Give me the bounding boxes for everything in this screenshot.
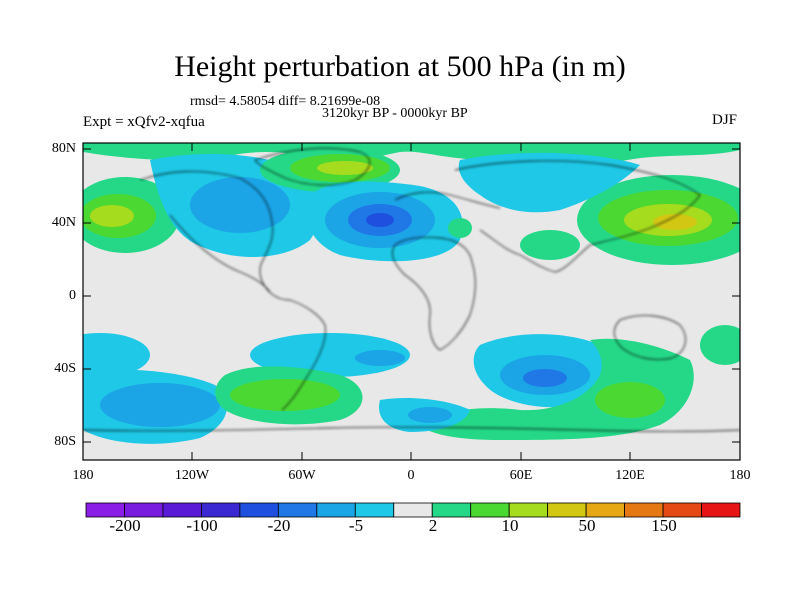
lon-label-180-right: 180: [729, 468, 751, 483]
experiment-label: Expt = xQfv2-xqfua: [83, 114, 205, 130]
colorbar-swatch: [316, 502, 356, 518]
colorbar-label: 50: [578, 516, 596, 535]
period-label: 3120kyr BP - 0000kyr BP: [322, 106, 468, 121]
colorbar-swatch: [547, 502, 587, 518]
colorbar-swatch: [662, 502, 702, 518]
colorbar-label: -100: [186, 516, 218, 535]
lat-label-80n: 80N: [51, 141, 76, 156]
colorbar-label: -5: [348, 516, 364, 535]
colorbar-label: 150: [651, 516, 677, 535]
colorbar-swatch: [201, 502, 241, 518]
lon-label-0: 0: [407, 468, 415, 483]
colorbar-swatch: [585, 502, 625, 518]
colorbar-swatch: [354, 502, 395, 518]
colorbar: [85, 502, 741, 518]
colorbar-swatch: [393, 502, 433, 518]
colorbar-label: 2: [428, 516, 438, 535]
colorbar-swatch: [85, 502, 125, 518]
stats-line: rmsd= 4.58054 diff= 8.21699e-08: [190, 94, 381, 109]
contour-field: [83, 143, 740, 460]
lon-label-60e: 60E: [509, 468, 533, 483]
plot-title: Height perturbation at 500 hPa (in m): [174, 50, 626, 83]
colorbar-label: -200: [109, 516, 141, 535]
lon-label-120e: 120E: [615, 468, 645, 483]
south-pacific-low-west: [83, 333, 150, 377]
colorbar-label: 10: [501, 516, 519, 535]
lat-label-40s: 40S: [54, 361, 76, 376]
colorbar-swatch: [508, 502, 549, 518]
colorbar-swatch: [624, 502, 664, 518]
lon-label-60w: 60W: [288, 468, 316, 483]
colorbar-swatch: [124, 502, 164, 518]
lat-label-80s: 80S: [54, 434, 76, 449]
colorbar-swatch: [239, 502, 279, 518]
axis-ticks: [82, 143, 741, 460]
colorbar-swatch: [431, 502, 472, 518]
eurasia-trough: [458, 152, 640, 213]
colorbar-swatch: [162, 502, 202, 518]
lat-label-0: 0: [69, 288, 76, 303]
colorbar-swatch: [470, 502, 510, 518]
lon-label-120w: 120W: [174, 468, 210, 483]
coastlines: [83, 147, 740, 432]
season-label: DJF: [712, 112, 738, 128]
colorbar-label: -20: [267, 516, 291, 535]
lat-label-40n: 40N: [51, 215, 76, 230]
colorbar-swatch: [701, 502, 741, 518]
lon-label-180-left: 180: [72, 468, 94, 483]
colorbar-swatch: [277, 502, 318, 518]
